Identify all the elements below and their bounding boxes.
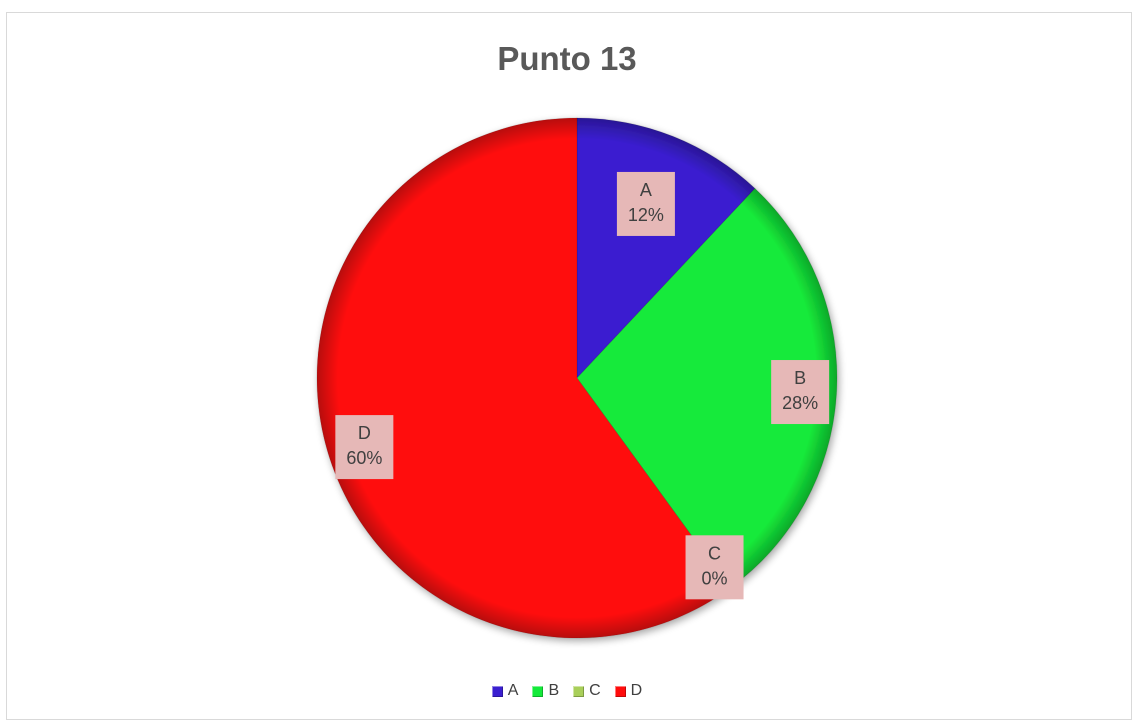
data-label-box: [335, 415, 394, 480]
chart-title: Punto 13: [497, 40, 637, 77]
data-label-category: C: [708, 543, 721, 563]
legend-swatch-b: [532, 685, 544, 697]
legend-swatch-a: [491, 685, 503, 697]
pie-slices: [316, 117, 838, 639]
data-label-d: D 60%: [335, 415, 394, 480]
legend-swatch-d: [614, 685, 626, 697]
data-label-box: [771, 360, 830, 425]
chart-legend: A B C D: [0, 682, 1134, 700]
data-label-a: A 12%: [616, 171, 675, 236]
pie-data-labels: A 12% B 28% C 0% D 60%: [335, 171, 830, 600]
data-label-percent: 0%: [702, 568, 728, 588]
legend-label: C: [589, 682, 601, 699]
data-label-percent: 28%: [782, 393, 818, 413]
legend-label: D: [630, 682, 643, 699]
data-label-category: D: [358, 423, 371, 443]
legend-item-a: A: [491, 682, 519, 700]
data-label-percent: 12%: [628, 205, 664, 225]
legend-label: A: [507, 682, 519, 699]
legend-label: B: [548, 682, 560, 699]
data-label-category: B: [794, 368, 806, 388]
data-label-category: A: [640, 180, 652, 200]
data-label-box: [616, 171, 675, 236]
data-label-percent: 60%: [346, 448, 382, 468]
legend-item-c: C: [573, 682, 601, 700]
data-label-box: [685, 535, 744, 600]
legend-swatch-c: [573, 685, 585, 697]
legend-item-b: B: [532, 682, 559, 700]
data-label-c: C 0%: [685, 535, 744, 600]
legend-item-d: D: [614, 682, 643, 700]
data-label-b: B 28%: [771, 360, 830, 425]
